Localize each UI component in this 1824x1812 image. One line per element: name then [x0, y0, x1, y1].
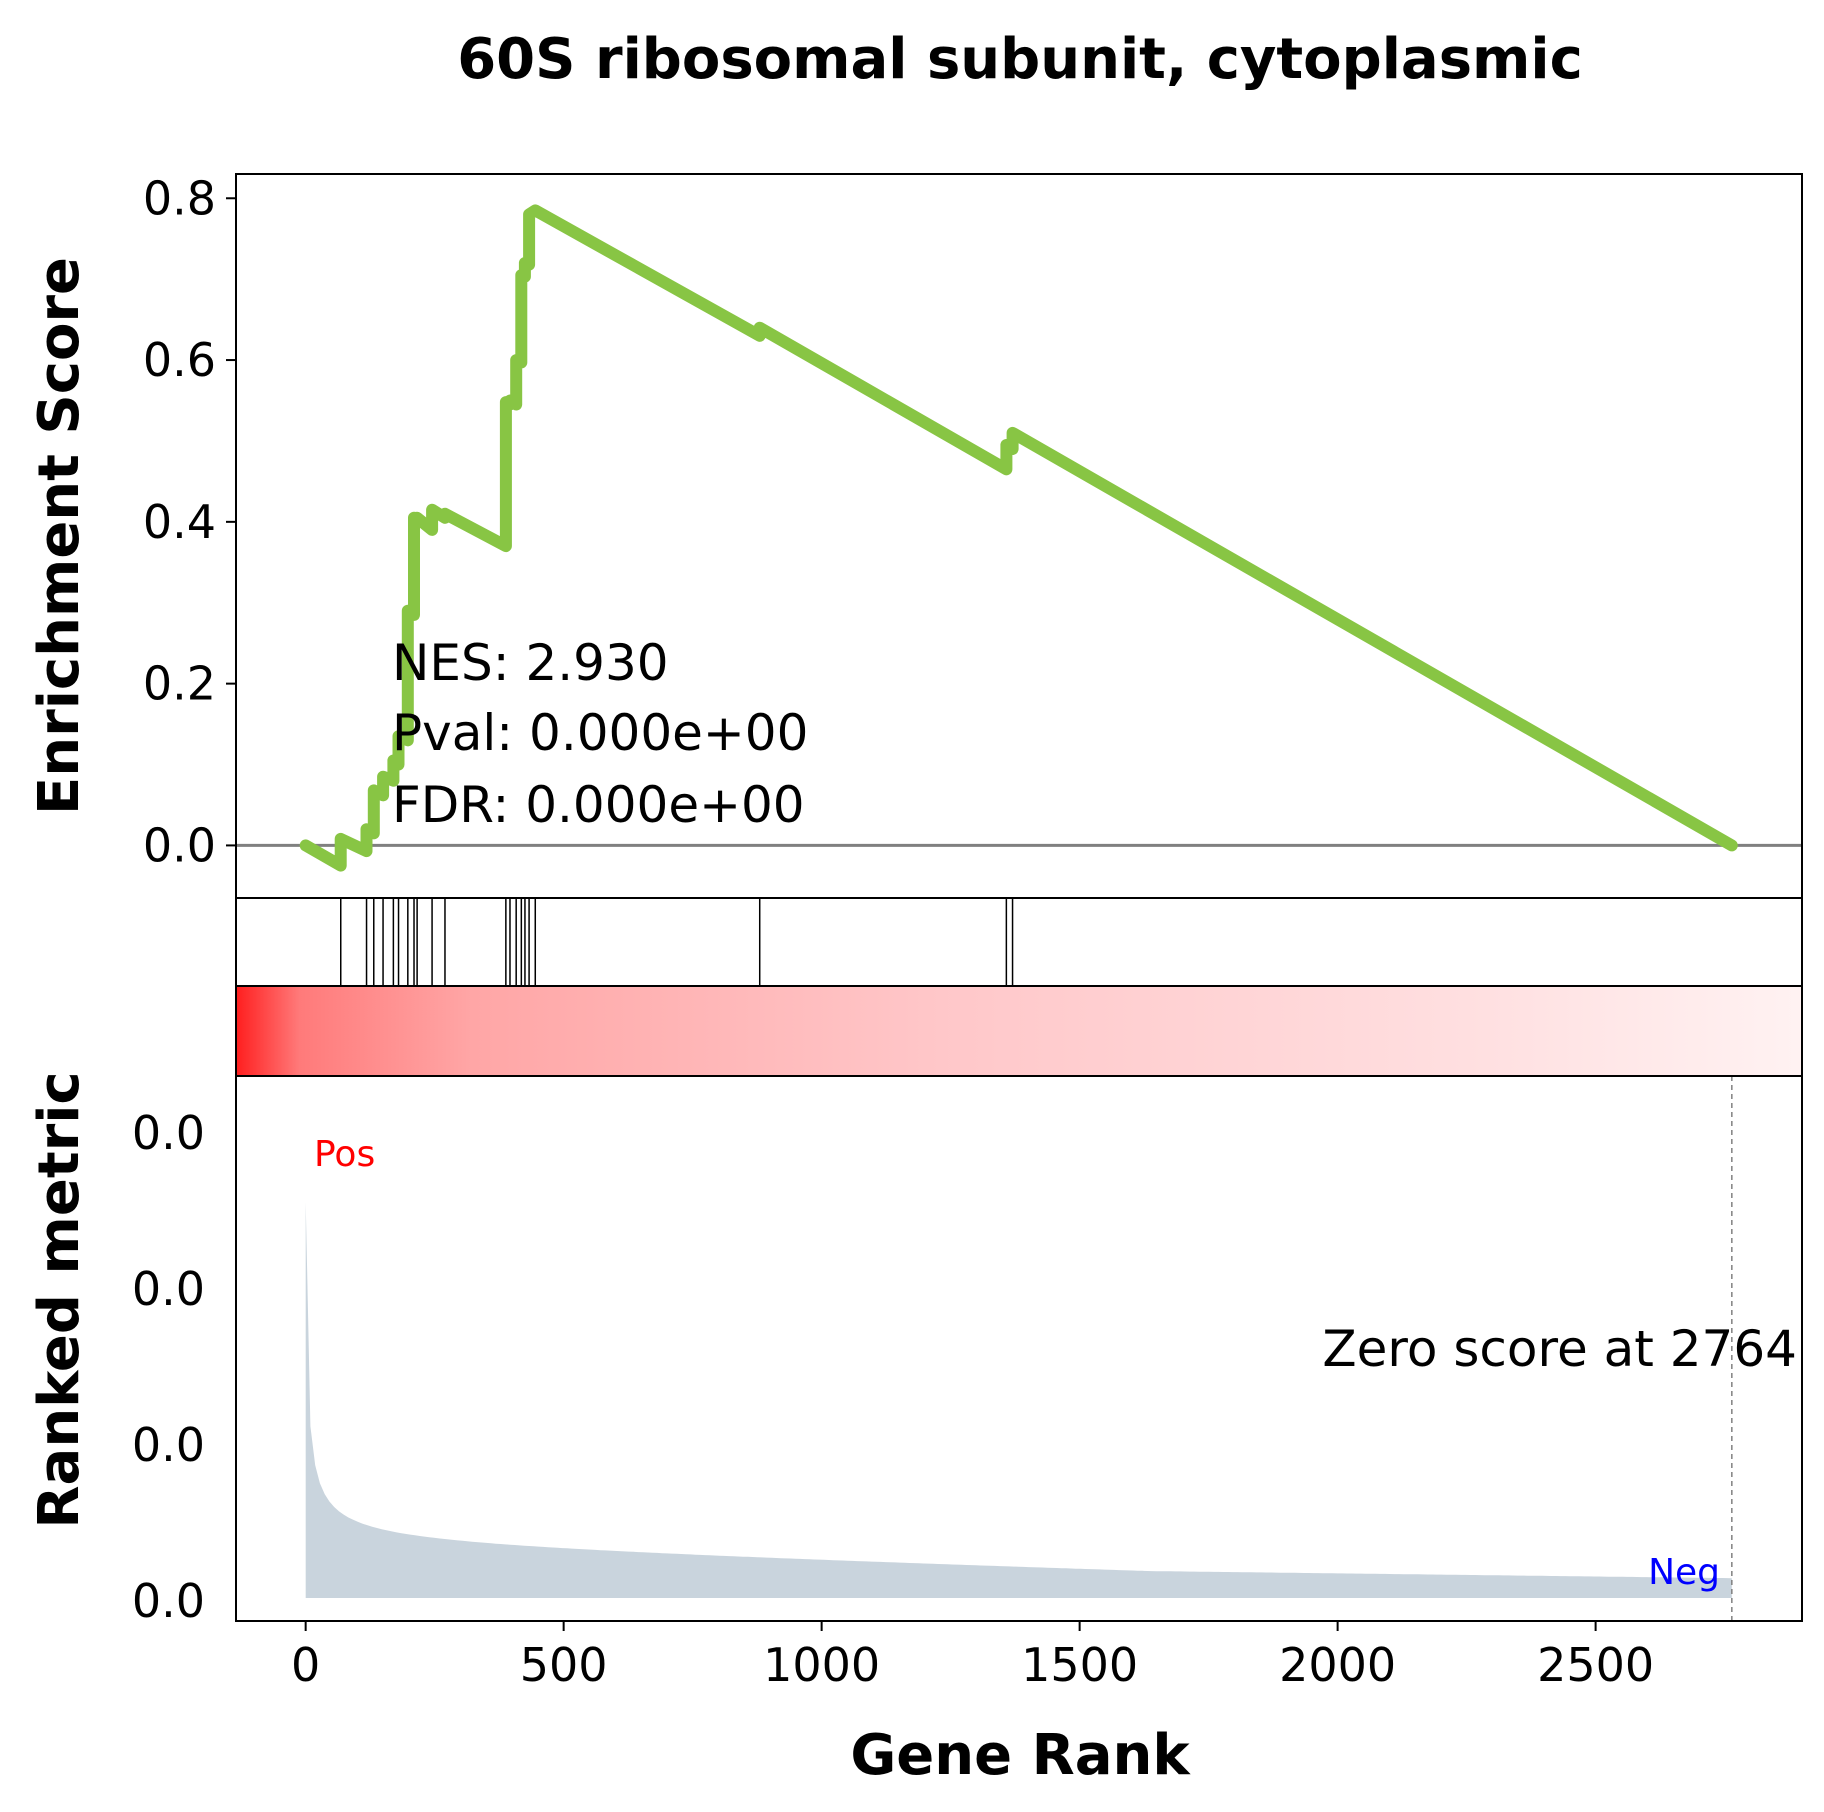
- es-series-line-0: [299, 204, 1738, 872]
- es-y-tick-label-4: 0.8: [143, 171, 216, 225]
- pval-annotation: Pval: 0.000e+00: [392, 704, 808, 762]
- x-tick-label-1: 500: [520, 1638, 608, 1692]
- es-series-group: [299, 204, 1738, 872]
- ranked-y-tick-label-1: 0.0: [132, 1262, 205, 1316]
- es-y-axis-title: Enrichment Score: [27, 257, 92, 815]
- pos-label: Pos: [314, 1134, 375, 1175]
- chart-title: 60S ribosomal subunit, cytoplasmic: [457, 27, 1583, 92]
- hits-panel-frame: [235, 897, 1803, 987]
- ranked-y-tick-label-3: 0.0: [132, 1574, 205, 1628]
- es-y-tick-label-1: 0.2: [143, 657, 216, 711]
- x-tick-label-3: 1500: [1021, 1638, 1138, 1692]
- es-y-tick-label-2: 0.4: [143, 495, 216, 549]
- es-y-tick-label-3: 0.6: [143, 333, 216, 387]
- ranked-metric-panel: Pos Neg Zero score at 2764 0.0 0.0 0.0 0…: [27, 1071, 1803, 1628]
- es-y-tick-label-0: 0.0: [143, 818, 216, 872]
- x-tick-label-4: 2000: [1279, 1638, 1396, 1692]
- x-tick-label-0: 0: [291, 1638, 320, 1692]
- nes-annotation: NES: 2.930: [392, 634, 669, 692]
- hit-lines-group: [339, 898, 1014, 986]
- gene-hits-panel: [235, 897, 1803, 987]
- ranked-y-axis-title: Ranked metric: [27, 1071, 92, 1528]
- ranked-y-tick-label-0: 0.0: [132, 1106, 205, 1160]
- es-y-ticks: 0.0 0.2 0.4 0.6 0.8: [143, 171, 236, 872]
- x-axis-title: Gene Rank: [850, 1723, 1191, 1788]
- ranked-y-tick-label-2: 0.0: [132, 1418, 205, 1472]
- fdr-annotation: FDR: 0.000e+00: [392, 776, 805, 834]
- x-axis-ticks: 0 500 1000 1500 2000 2500: [291, 1621, 1654, 1692]
- x-tick-label-2: 1000: [763, 1638, 880, 1692]
- ranked-panel-frame: [235, 1075, 1803, 1622]
- ranked-metric-area: [305, 1202, 1732, 1598]
- enrichment-score-panel: 0.0 0.2 0.4 0.6 0.8 NES: 2.930 Pval: 0.000e+…: [27, 171, 1803, 899]
- neg-label: Neg: [1648, 1552, 1720, 1593]
- zero-score-annotation: Zero score at 2764: [1322, 1320, 1797, 1378]
- heatmap-gradient: [237, 987, 1801, 1076]
- x-tick-label-5: 2500: [1537, 1638, 1654, 1692]
- rank-heatmap-strip: [235, 985, 1803, 1077]
